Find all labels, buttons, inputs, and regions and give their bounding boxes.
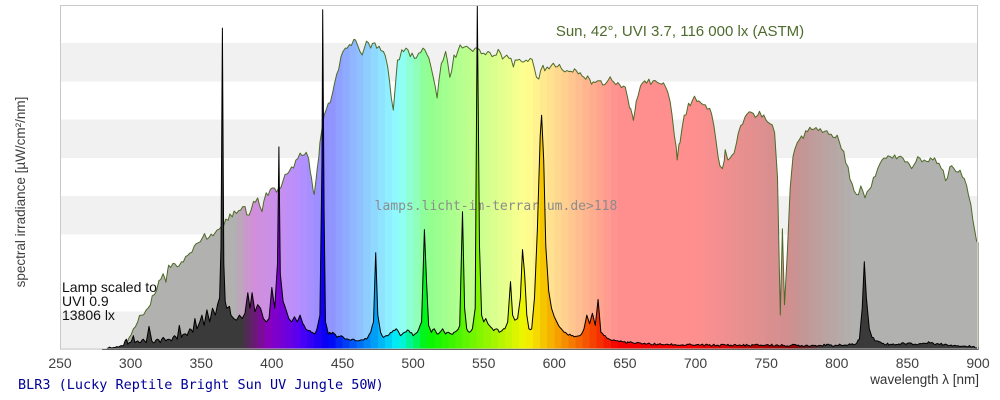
x-tick-label: 250 (48, 355, 72, 371)
x-tick-label: 900 (966, 355, 990, 371)
lamp-scaling-annotation: Lamp scaled to UVI 0.9 13806 lx (62, 279, 157, 323)
lamp-spectrum-area (101, 5, 979, 350)
x-tick-label: 650 (613, 355, 637, 371)
annotation-line-1: Lamp scaled to (62, 279, 157, 295)
sun-spectrum-area (120, 38, 979, 350)
watermark: lamps.licht-im-terrarium.de>118 (375, 199, 618, 214)
caption: BLR3 (Lucky Reptile Bright Sun UV Jungle… (18, 377, 384, 393)
x-tick-label: 450 (331, 355, 355, 371)
annotation-line-2: UVI 0.9 (62, 293, 109, 309)
plot-border (60, 5, 978, 350)
x-tick-label: 700 (684, 355, 708, 371)
x-tick-label: 500 (401, 355, 425, 371)
x-tick-label: 350 (190, 355, 214, 371)
x-tick-label: 850 (896, 355, 920, 371)
x-tick-label: 400 (260, 355, 284, 371)
x-tick-label: 300 (119, 355, 143, 371)
x-tick-label: 800 (825, 355, 849, 371)
x-tick-label: 750 (755, 355, 779, 371)
x-tick-label: 550 (472, 355, 496, 371)
annotation-line-3: 13806 lx (62, 307, 115, 323)
lamp-and-frame: 250 300 350 400 450 500 550 600 650 700 750 800 850 9… (48, 5, 990, 371)
plot-background-and-sun (60, 38, 979, 350)
chart-title: Sun, 42°, UVI 3.7, 116 000 lx (ASTM) (556, 23, 804, 40)
x-tick-label: 600 (543, 355, 567, 371)
x-axis-title: wavelength λ [nm] (869, 372, 979, 387)
y-axis-title: spectral irradiance [µW/cm²/nm] (13, 97, 28, 288)
